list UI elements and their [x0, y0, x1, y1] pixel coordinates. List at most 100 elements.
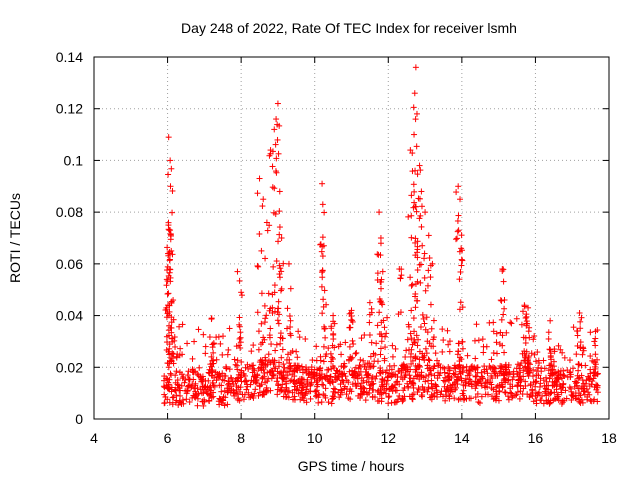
y-axis-label: ROTI / TECUs — [7, 193, 23, 283]
roti-point — [303, 370, 310, 377]
roti-point — [251, 367, 258, 374]
roti-point — [500, 278, 507, 285]
roti-point — [229, 378, 236, 385]
roti-peak-point — [376, 209, 383, 216]
roti-point — [272, 141, 279, 148]
roti-point — [455, 348, 462, 355]
roti-point — [521, 357, 528, 364]
roti-point — [275, 150, 282, 157]
roti-point — [269, 309, 276, 316]
roti-point — [170, 351, 177, 358]
roti-point — [441, 369, 448, 376]
roti-point — [276, 231, 283, 238]
roti-point — [273, 258, 280, 265]
roti-point — [238, 367, 245, 374]
roti-point — [580, 347, 587, 354]
roti-point — [221, 402, 228, 409]
roti-point — [225, 346, 232, 353]
roti-point — [377, 240, 384, 247]
roti-point — [497, 368, 504, 375]
roti-point — [255, 328, 262, 335]
roti-point — [274, 368, 281, 375]
roti-point — [396, 392, 403, 399]
roti-point — [379, 368, 386, 375]
roti-peak-point — [274, 100, 281, 107]
roti-point — [317, 365, 324, 372]
roti-point — [168, 165, 175, 172]
roti-point — [360, 357, 367, 364]
roti-point — [374, 251, 381, 258]
roti-point — [346, 343, 353, 350]
roti-point — [169, 209, 176, 216]
roti-point — [457, 299, 464, 306]
roti-point — [225, 381, 232, 388]
roti-point — [164, 290, 171, 297]
roti-point — [472, 385, 479, 392]
roti-point — [376, 391, 383, 398]
roti-point — [455, 340, 462, 347]
roti-point — [366, 319, 373, 326]
roti-point — [454, 235, 461, 242]
roti-point — [411, 188, 418, 195]
roti-peak-point — [418, 188, 425, 195]
roti-point — [291, 386, 298, 393]
roti-point — [409, 281, 416, 288]
roti-point — [490, 319, 497, 326]
roti-point — [531, 332, 538, 339]
roti-point — [214, 371, 221, 378]
roti-peak-point — [411, 90, 418, 97]
roti-point — [291, 367, 298, 374]
roti-point — [383, 390, 390, 397]
roti-point — [579, 399, 586, 406]
roti-point — [509, 376, 516, 383]
roti-point — [417, 324, 424, 331]
roti-point — [506, 369, 513, 376]
roti-point — [374, 358, 381, 365]
roti-point — [304, 380, 311, 387]
roti-point — [250, 394, 257, 401]
roti-point — [592, 342, 599, 349]
roti-point — [267, 325, 274, 332]
roti-point — [440, 337, 447, 344]
roti-point — [377, 345, 384, 352]
roti-point — [587, 329, 594, 336]
roti-point — [256, 389, 263, 396]
roti-point — [416, 356, 423, 363]
roti-point — [456, 361, 463, 368]
roti-point — [269, 163, 276, 170]
roti-point — [490, 368, 497, 375]
roti-point — [327, 350, 334, 357]
roti-point — [400, 367, 407, 374]
roti-point — [275, 298, 282, 305]
roti-point — [294, 364, 301, 371]
roti-point — [408, 282, 415, 289]
roti-point — [259, 374, 266, 381]
roti-point — [184, 383, 191, 390]
roti-point — [534, 349, 541, 356]
roti-point — [454, 217, 461, 224]
roti-point — [410, 104, 417, 111]
roti-point — [177, 345, 184, 352]
roti-point — [440, 377, 447, 384]
roti-point — [330, 395, 337, 402]
roti-point — [422, 287, 429, 294]
roti-point — [166, 358, 173, 365]
roti-point — [335, 343, 342, 350]
roti-point — [522, 334, 529, 341]
roti-point — [268, 341, 275, 348]
roti-point — [205, 369, 212, 376]
roti-point — [163, 333, 170, 340]
roti-point — [513, 315, 520, 322]
roti-point — [236, 323, 243, 330]
roti-point — [165, 272, 172, 279]
roti-point — [318, 399, 325, 406]
roti-point — [289, 389, 296, 396]
roti-point — [208, 353, 215, 360]
roti-point — [518, 360, 525, 367]
roti-point — [175, 384, 182, 391]
roti-point — [587, 366, 594, 373]
roti-point — [338, 370, 345, 377]
roti-point — [404, 336, 411, 343]
roti-point — [166, 249, 173, 256]
roti-point — [366, 332, 373, 339]
